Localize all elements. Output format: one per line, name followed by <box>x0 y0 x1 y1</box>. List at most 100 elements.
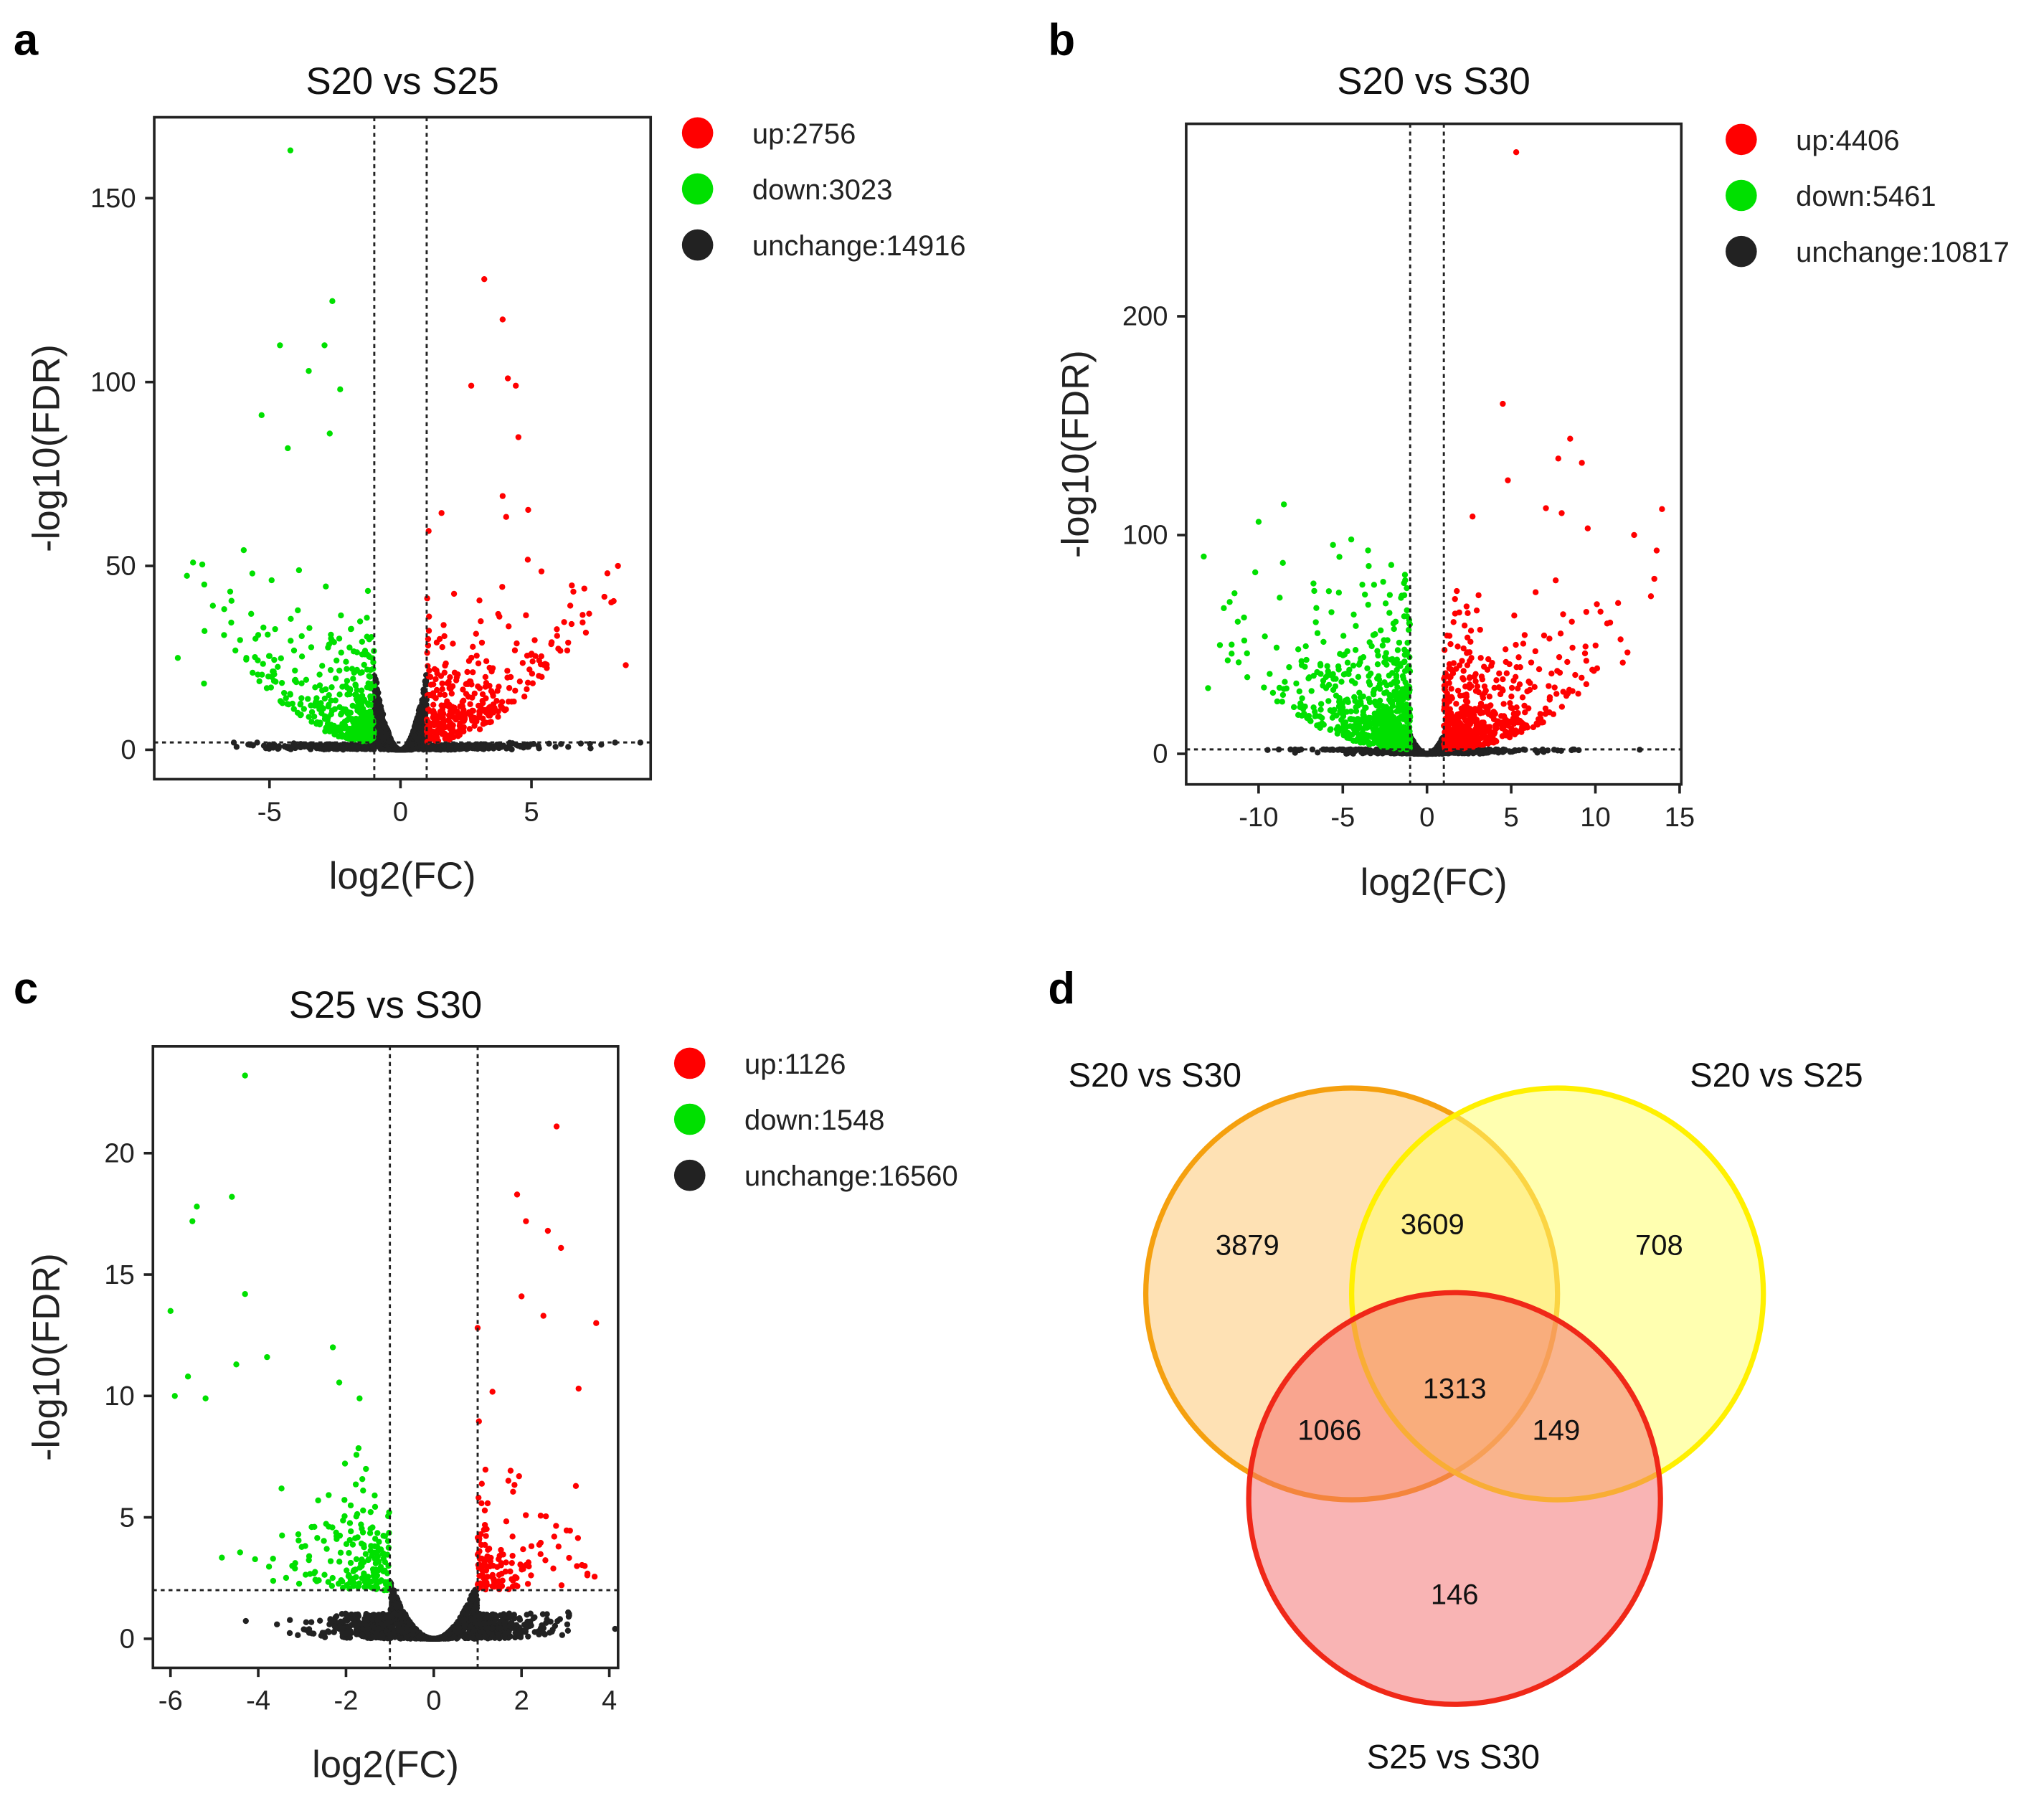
point-down <box>287 147 294 153</box>
point-up <box>515 434 522 440</box>
point-down <box>297 701 304 707</box>
point-down <box>1383 682 1390 689</box>
x-tick-label: -10 <box>1239 802 1278 833</box>
point-unchange <box>377 714 383 720</box>
point-up <box>513 382 519 389</box>
point-up <box>441 669 448 676</box>
point-unchange <box>612 739 618 746</box>
point-up <box>1659 506 1665 512</box>
point-up <box>495 714 501 720</box>
point-up <box>471 722 478 729</box>
point-down <box>1396 639 1403 646</box>
point-up <box>1461 739 1468 745</box>
point-down <box>260 624 267 631</box>
point-up <box>1456 662 1463 668</box>
point-down <box>1280 686 1287 692</box>
point-down <box>360 712 366 719</box>
point-up <box>1532 589 1539 595</box>
point-down <box>336 635 343 642</box>
point-down <box>1401 706 1409 713</box>
point-up <box>529 658 536 665</box>
point-up <box>523 612 529 619</box>
point-up <box>458 714 465 722</box>
point-down <box>1374 661 1381 668</box>
point-unchange <box>376 697 383 704</box>
point-up <box>536 673 542 679</box>
point-up <box>1525 705 1532 711</box>
point-up <box>1453 701 1459 707</box>
point-down <box>1317 662 1324 668</box>
point-down <box>209 602 216 609</box>
point-up <box>615 562 621 569</box>
point-up <box>1447 640 1454 648</box>
point-up <box>1513 149 1520 156</box>
point-down <box>367 695 374 702</box>
point-down <box>1313 605 1320 611</box>
legend-label-down: down:5461 <box>1796 181 1936 212</box>
point-down <box>184 572 190 579</box>
point-down <box>201 581 207 588</box>
point-up <box>457 726 463 732</box>
point-down <box>1328 726 1334 732</box>
legend-marker-down <box>1726 179 1757 212</box>
point-up <box>1462 684 1469 690</box>
point-down <box>1221 605 1227 612</box>
point-down <box>1361 591 1368 598</box>
point-down <box>1391 625 1397 633</box>
point-unchange <box>412 723 419 729</box>
point-up <box>1474 729 1480 736</box>
point-up <box>1477 626 1483 633</box>
point-unchange <box>274 1621 280 1627</box>
point-down <box>1290 704 1297 711</box>
point-up <box>491 705 498 711</box>
point-down <box>255 671 261 678</box>
point-down <box>1267 671 1273 677</box>
point-down <box>1261 684 1267 691</box>
point-up <box>568 620 575 628</box>
point-up <box>570 588 577 595</box>
point-down <box>1229 641 1235 648</box>
point-up <box>1494 719 1501 726</box>
point-down <box>1406 740 1412 747</box>
point-up <box>1445 742 1452 748</box>
point-up <box>567 602 574 609</box>
point-up <box>1592 642 1599 649</box>
point-down <box>1235 659 1242 666</box>
point-up <box>1569 618 1575 625</box>
point-up <box>1536 666 1543 673</box>
point-up <box>1555 455 1561 462</box>
point-up <box>468 654 475 661</box>
point-up <box>1463 691 1470 698</box>
point-down <box>361 729 368 735</box>
point-up <box>489 691 496 697</box>
point-up <box>1556 654 1563 661</box>
point-down <box>268 577 275 584</box>
point-unchange <box>394 746 401 752</box>
legend-label-unchange: unchange:10817 <box>1796 237 2010 268</box>
point-up <box>1567 435 1574 442</box>
point-up <box>440 731 447 737</box>
point-up <box>1546 683 1552 689</box>
point-up <box>1518 729 1525 735</box>
point-down <box>1383 656 1389 663</box>
point-unchange <box>303 1619 310 1626</box>
point-up <box>1525 679 1532 685</box>
point-down <box>1293 680 1300 687</box>
point-up <box>1473 607 1480 614</box>
legend-marker-unchange <box>1726 235 1757 268</box>
point-up <box>1496 670 1503 677</box>
point-down <box>1360 709 1366 715</box>
point-down <box>1343 671 1349 677</box>
point-up <box>1446 732 1453 738</box>
point-unchange <box>508 746 515 752</box>
point-down <box>260 661 266 667</box>
point-up <box>441 633 448 640</box>
point-up <box>1583 608 1590 615</box>
point-down <box>1365 601 1371 608</box>
point-down <box>1402 577 1409 584</box>
point-up <box>440 622 447 628</box>
point-up <box>1449 695 1455 701</box>
point-up <box>441 691 448 699</box>
point-up <box>1508 684 1515 691</box>
